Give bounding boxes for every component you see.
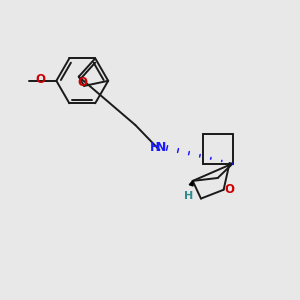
Text: N: N [156,141,166,154]
Text: H: H [150,141,160,154]
Text: H: H [184,190,193,201]
Text: O: O [35,73,46,86]
Polygon shape [189,181,193,186]
Text: O: O [78,76,88,89]
Text: O: O [224,183,234,196]
